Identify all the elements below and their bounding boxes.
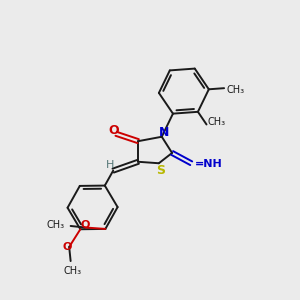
Text: O: O — [108, 124, 119, 137]
Text: CH₃: CH₃ — [46, 220, 64, 230]
Text: =NH: =NH — [195, 159, 223, 169]
Text: O: O — [80, 220, 89, 230]
Text: CH₃: CH₃ — [226, 85, 244, 94]
Text: CH₃: CH₃ — [208, 117, 226, 127]
Text: O: O — [62, 242, 71, 252]
Text: N: N — [159, 126, 169, 140]
Text: CH₃: CH₃ — [63, 266, 81, 276]
Text: H: H — [106, 160, 114, 170]
Text: S: S — [156, 164, 165, 177]
